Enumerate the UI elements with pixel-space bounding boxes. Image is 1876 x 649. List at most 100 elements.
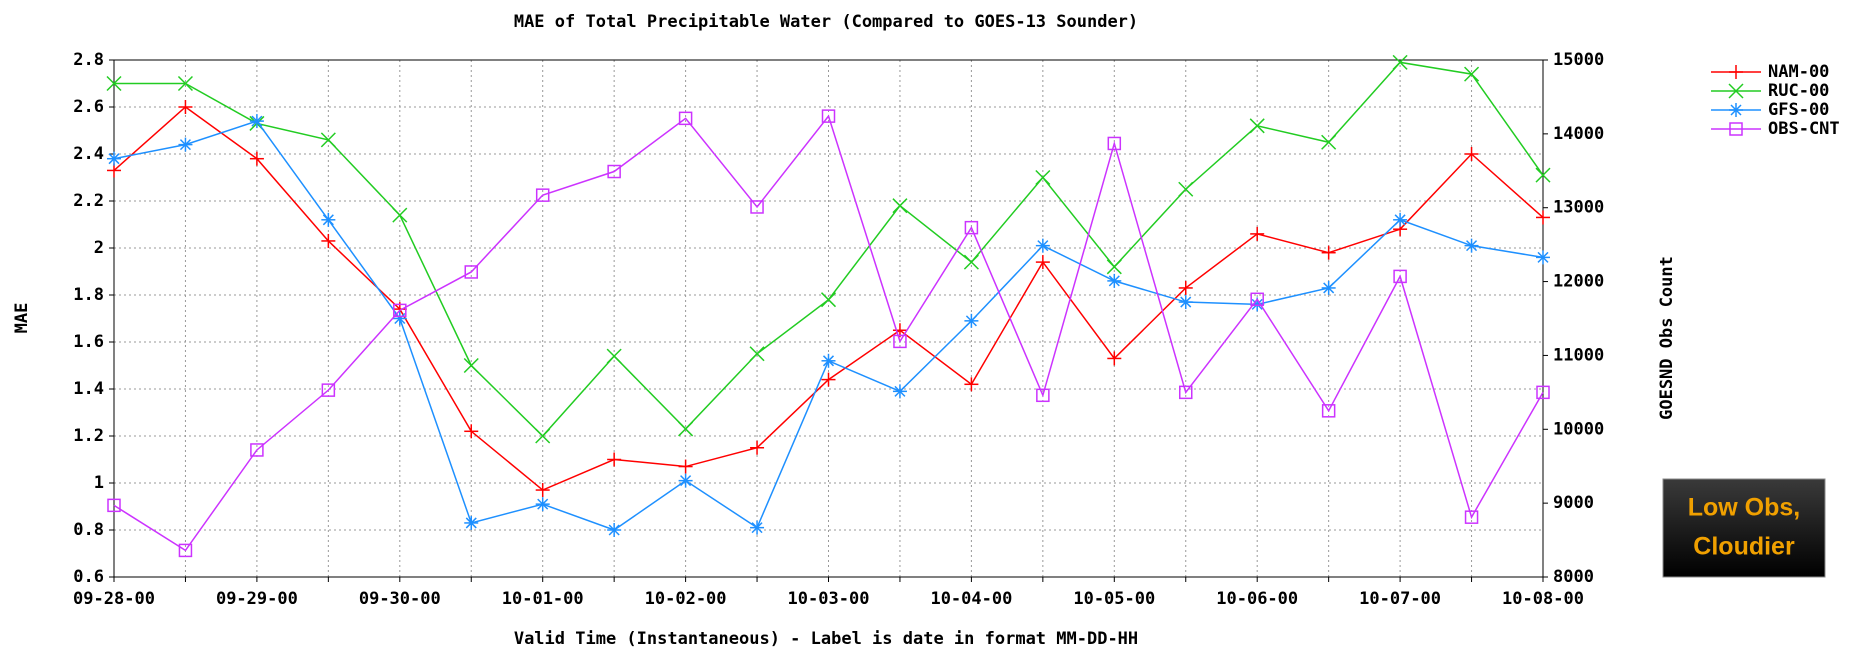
data-point — [178, 137, 193, 152]
marker-stroke — [1393, 269, 1407, 284]
y-tick-label: 1.4 — [73, 379, 104, 399]
marker-stroke — [1537, 251, 1549, 263]
y-tick-label: 2.8 — [73, 50, 104, 70]
marker-stroke — [894, 385, 906, 397]
x-tick-label: 10-01-00 — [502, 589, 584, 609]
data-point — [1393, 212, 1408, 227]
x-tick-label: 10-06-00 — [1216, 589, 1298, 609]
data-point — [750, 200, 764, 214]
marker-stroke — [1107, 136, 1122, 151]
marker-stroke — [535, 188, 550, 202]
data-point — [392, 311, 407, 326]
data-point — [964, 313, 979, 328]
data-point — [321, 233, 336, 248]
data-point — [606, 348, 622, 364]
marker-stroke — [1178, 181, 1194, 197]
y2-tick-label: 12000 — [1553, 272, 1604, 292]
data-point — [106, 75, 122, 92]
data-point — [1393, 269, 1407, 284]
legend-label: GFS-00 — [1768, 100, 1829, 120]
data-point — [177, 75, 193, 92]
y2-tick-label: 9000 — [1553, 493, 1594, 513]
y2-tick-label: 13000 — [1553, 198, 1604, 218]
y-tick-label: 1.6 — [73, 332, 104, 352]
data-point — [392, 207, 408, 223]
marker-stroke — [963, 254, 979, 270]
marker-stroke — [1179, 385, 1193, 400]
data-point — [1179, 385, 1193, 400]
data-point — [249, 151, 264, 166]
y-tick-label: 2 — [94, 238, 104, 258]
data-point — [250, 443, 264, 457]
data-point — [678, 421, 694, 437]
x-tick-label: 10-08-00 — [1502, 589, 1584, 609]
data-point — [750, 520, 765, 535]
marker-stroke — [465, 517, 477, 529]
y2-tick-label: 14000 — [1553, 124, 1604, 144]
data-point — [393, 303, 407, 318]
data-point — [1178, 181, 1194, 197]
data-point — [607, 164, 621, 179]
data-point — [750, 440, 765, 455]
data-point — [749, 346, 765, 362]
annotation-box — [1662, 478, 1826, 578]
data-point — [607, 452, 622, 467]
y2-tick-label: 15000 — [1553, 50, 1604, 70]
data-point — [678, 459, 693, 474]
data-point — [1035, 238, 1050, 253]
marker-stroke — [535, 428, 551, 444]
marker-stroke — [178, 543, 193, 558]
x-tick-label: 09-30-00 — [359, 589, 441, 609]
marker-stroke — [179, 139, 191, 151]
data-point — [1107, 273, 1122, 288]
data-point — [1392, 54, 1408, 70]
x-tick-label: 10-03-00 — [788, 589, 870, 609]
marker-stroke — [1466, 240, 1478, 252]
data-point — [107, 163, 121, 178]
legend-label: RUC-00 — [1768, 81, 1829, 101]
data-point — [321, 383, 336, 397]
marker-stroke — [1036, 388, 1050, 403]
marker-stroke — [1392, 54, 1408, 70]
marker-stroke — [822, 355, 835, 367]
marker-stroke — [751, 522, 763, 534]
marker-stroke — [1037, 240, 1049, 252]
marker-stroke — [1249, 118, 1265, 134]
marker-stroke — [892, 198, 908, 214]
y-tick-label: 2.6 — [73, 97, 104, 117]
data-point — [963, 254, 979, 270]
y2-tick-label: 8000 — [1553, 567, 1594, 587]
marker-stroke — [251, 115, 263, 127]
data-point — [464, 515, 479, 530]
marker-stroke — [392, 207, 408, 223]
data-point — [1250, 292, 1264, 307]
marker-stroke — [1180, 296, 1192, 308]
annotation: Cloudier — [1693, 533, 1795, 561]
data-point — [678, 473, 693, 488]
marker-stroke — [820, 292, 837, 308]
x-tick-label: 09-29-00 — [216, 589, 298, 609]
data-point — [1107, 351, 1122, 366]
legend-marker — [1728, 83, 1744, 99]
marker-stroke — [321, 383, 336, 397]
legend-marker — [1729, 122, 1743, 136]
data-point — [1249, 118, 1265, 134]
data-point — [821, 109, 836, 123]
marker-stroke — [1394, 214, 1406, 226]
marker-stroke — [750, 200, 764, 214]
data-point — [535, 428, 551, 444]
marker-stroke — [607, 164, 621, 179]
data-point — [1464, 66, 1480, 82]
data-point — [535, 483, 550, 498]
series-line — [113, 114, 1544, 552]
marker-stroke — [1535, 167, 1551, 183]
marker-stroke — [1729, 122, 1743, 136]
marker-stroke — [1323, 282, 1335, 294]
chart-title: MAE of Total Precipitable Water (Compare… — [514, 12, 1138, 32]
legend-label: NAM-00 — [1768, 62, 1829, 82]
data-point — [464, 424, 479, 439]
data-point — [107, 151, 121, 166]
marker-stroke — [177, 75, 193, 92]
data-point — [1536, 210, 1550, 225]
data-point — [320, 132, 336, 148]
